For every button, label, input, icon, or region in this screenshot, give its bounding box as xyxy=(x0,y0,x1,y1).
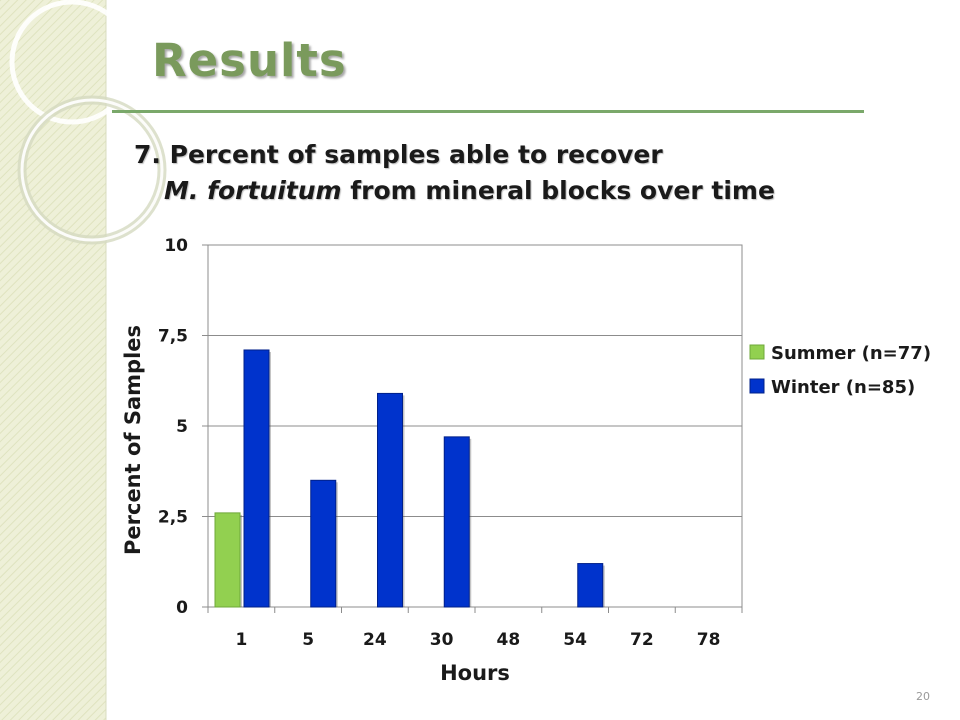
y-tick-label: 5 xyxy=(176,417,188,437)
bar-winter-54 xyxy=(577,563,604,608)
heading-text-2: from mineral blocks over time xyxy=(341,176,775,205)
x-tick-label: 78 xyxy=(697,630,721,650)
page-number: 20 xyxy=(916,690,930,703)
y-tick-label: 10 xyxy=(164,236,188,256)
heading-species: M. fortuitum xyxy=(164,176,342,205)
x-tick-label: 48 xyxy=(497,630,521,650)
slide-title: Results xyxy=(152,34,347,87)
legend-label-winter: Winter (n=85) xyxy=(771,377,915,398)
bar-winter-5 xyxy=(310,479,337,608)
bar-winter-24 xyxy=(377,392,403,608)
x-tick-label: 72 xyxy=(630,630,654,650)
heading-line-1: 7. Percent of samples able to recover xyxy=(134,137,775,173)
x-tick-label: 30 xyxy=(430,630,454,650)
bar-summer-1 xyxy=(214,512,241,608)
bar-winter-1 xyxy=(243,349,270,608)
x-tick-label: 5 xyxy=(302,630,314,650)
x-tick-label: 54 xyxy=(563,630,587,650)
y-axis-title: Percent of Samples xyxy=(121,325,145,555)
heading-line-2: M. fortuitum from mineral blocks over ti… xyxy=(134,173,775,209)
x-tick-label: 24 xyxy=(363,630,387,650)
heading-text-1: Percent of samples able to recover xyxy=(169,140,663,169)
legend-swatch-summer xyxy=(749,344,765,360)
title-divider xyxy=(112,110,864,113)
chart-heading: 7. Percent of samples able to recover M.… xyxy=(134,137,775,209)
x-axis-title: Hours xyxy=(440,661,510,685)
heading-number: 7. xyxy=(134,140,161,169)
x-tick-label: 1 xyxy=(235,630,247,650)
legend-label-summer: Summer (n=77) xyxy=(771,343,931,364)
y-tick-label: 2,5 xyxy=(158,508,188,528)
y-tick-label: 0 xyxy=(176,598,188,618)
y-tick-label: 7,5 xyxy=(158,327,188,347)
bar-winter-30 xyxy=(443,436,470,608)
legend-swatch-winter xyxy=(749,378,765,394)
